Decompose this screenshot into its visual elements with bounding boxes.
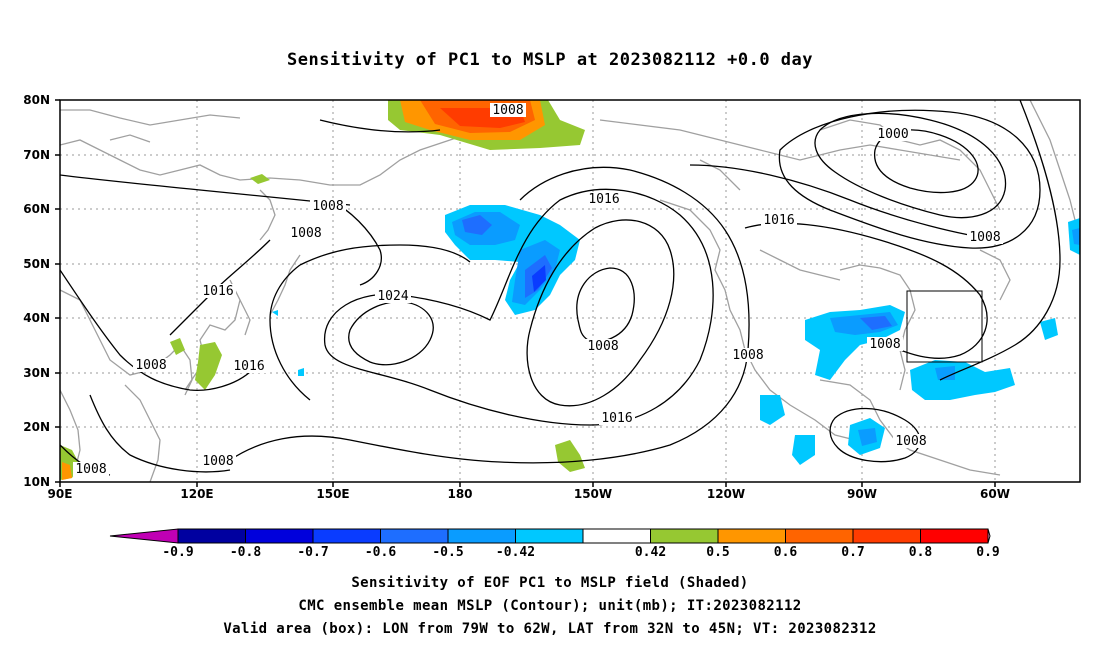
lon-label: 90E (48, 487, 73, 501)
coastlines (60, 100, 1080, 482)
isobar-label-bg (310, 199, 346, 213)
lat-label: 80N (23, 93, 50, 107)
isobar-label: 1008 (895, 434, 926, 449)
isobar-label-bg (893, 434, 929, 448)
isobar-label-bg (133, 358, 169, 372)
colorbar-bin (380, 528, 449, 544)
colorbar-bin (245, 528, 314, 544)
isobar-label: 1016 (601, 411, 632, 426)
colorbar-bin (312, 528, 381, 544)
isobar-label: 1008 (75, 462, 106, 477)
sensitivity-shading (60, 100, 1080, 480)
colorbar-bin (177, 528, 246, 544)
colorbar-bin (515, 528, 584, 544)
caption-line-3: Valid area (box): LON from 79W to 62W, L… (223, 621, 877, 637)
isobar-label-bg (761, 213, 797, 227)
isobar-label: 1008 (587, 339, 618, 354)
colorbar-bin (447, 528, 516, 544)
isobar-label: 1008 (732, 348, 763, 363)
lon-label: 180 (447, 487, 472, 501)
lat-label: 30N (23, 366, 50, 380)
isobar-label-bg (967, 230, 1003, 244)
colorbar-bin (582, 528, 651, 544)
lat-label: 40N (23, 311, 50, 325)
lon-label: 90W (847, 487, 877, 501)
isobar-label-bg (231, 359, 267, 373)
isobar-label: 1016 (233, 359, 264, 374)
isobar-label: 1008 (135, 358, 166, 373)
colorbar: -0.9 -0.8 -0.7 -0.6 -0.5 -0.42 0.42 0.5 0.6 0.7 0.… (109, 528, 1000, 560)
colorbar-bin (717, 528, 786, 544)
isobar-label-bg (73, 462, 109, 476)
isobar-label: 1016 (202, 284, 233, 299)
isobar-label: 1000 (877, 127, 908, 142)
caption-line-1: Sensitivity of EOF PC1 to MSLP field (Sh… (351, 575, 749, 591)
colorbar-low-arrow (109, 528, 179, 544)
lon-label: 60W (980, 487, 1010, 501)
isobar-label-bg (200, 454, 236, 468)
isobar-label: 1008 (969, 230, 1000, 245)
caption-line-2: CMC ensemble mean MSLP (Contour); unit(m… (298, 598, 802, 614)
colorbar-bin (852, 528, 921, 544)
isobar-label: 1008 (492, 103, 523, 118)
colorbar-bin (920, 528, 989, 544)
colorbar-tick-label: 0.7 (841, 545, 864, 560)
colorbar-bin (650, 528, 719, 544)
lon-label: 120E (180, 487, 213, 501)
colorbar-tick-label: 0.6 (774, 545, 798, 560)
isobar-label: 1008 (869, 337, 900, 352)
colorbar-bin (785, 528, 854, 544)
colorbar-tick-label: 0.8 (909, 545, 933, 560)
colorbar-tick-label: -0.9 (162, 545, 193, 560)
isobar-label-bg (200, 284, 236, 298)
isobar-label-bg (375, 289, 411, 303)
colorbar-tick-label: 0.9 (976, 545, 999, 560)
colorbar-tick-label: -0.8 (230, 545, 261, 560)
isobar-labels: 1008 1000 1016 1008 1016 1008 1008 1016 1024 1008… (73, 103, 1003, 477)
lat-label: 10N (23, 475, 50, 489)
map-border (59, 99, 1081, 483)
lat-label: 60N (23, 202, 50, 216)
colorbar-high-arrow (987, 528, 991, 544)
isobar-label: 1008 (312, 199, 343, 214)
isobar-label: 1024 (377, 289, 408, 304)
colorbar-tick-label: -0.42 (496, 545, 535, 560)
isobar-label: 1008 (202, 454, 233, 469)
colorbar-tick-label: 0.42 (635, 545, 666, 560)
isobar-label: 1016 (588, 192, 619, 207)
isobar-label-bg (585, 339, 621, 353)
lon-label: 120W (707, 487, 745, 501)
lon-label: 150W (574, 487, 612, 501)
isobar-label-bg (875, 127, 911, 141)
isobar-label: 1008 (290, 226, 321, 241)
isobar-label-bg (288, 226, 324, 240)
isobar-label: 1016 (763, 213, 794, 228)
colorbar-tick-label: -0.5 (432, 545, 463, 560)
lon-label: 150E (316, 487, 349, 501)
valid-area-box (906, 290, 983, 363)
lat-label: 70N (23, 148, 50, 162)
colorbar-tick-label: -0.6 (365, 545, 396, 560)
isobar-label-bg (586, 192, 622, 206)
isobar-label-bg (599, 411, 635, 425)
map-title: Sensitivity of PC1 to MSLP at 2023082112… (286, 50, 813, 70)
lat-label: 20N (23, 420, 50, 434)
isobar-label-bg (730, 348, 766, 362)
colorbar-tick-label: -0.7 (297, 545, 328, 560)
isobar-label-bg (490, 103, 526, 117)
lat-label: 50N (23, 257, 50, 271)
isobar-label-bg (867, 337, 903, 351)
colorbar-tick-label: 0.5 (706, 545, 729, 560)
